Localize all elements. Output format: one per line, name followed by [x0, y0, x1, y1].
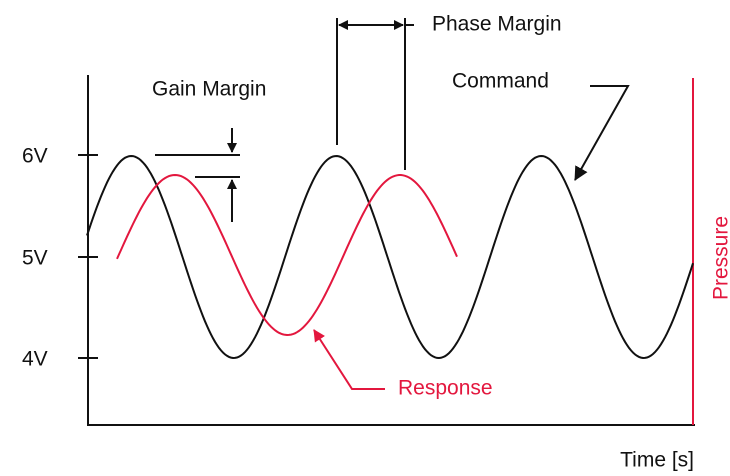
gain-margin-label: Gain Margin	[152, 78, 266, 101]
command-wave	[86, 154, 694, 360]
y-tick-label: 6V	[22, 145, 48, 168]
axes	[78, 75, 695, 426]
y-tick-label: 5V	[22, 247, 48, 270]
response-label: Response	[398, 377, 493, 400]
command-pointer	[574, 85, 630, 181]
phase-margin-markers	[336, 18, 414, 170]
gain-margin-markers	[155, 128, 240, 222]
pressure-label: Pressure	[710, 216, 730, 300]
command-label: Command	[452, 70, 549, 93]
phase-margin-label: Phase Margin	[432, 13, 562, 36]
time-label: Time [s]	[620, 449, 694, 472]
response-pointer	[313, 329, 385, 390]
y-tick-label: 4V	[22, 348, 48, 371]
response-wave	[116, 173, 458, 337]
